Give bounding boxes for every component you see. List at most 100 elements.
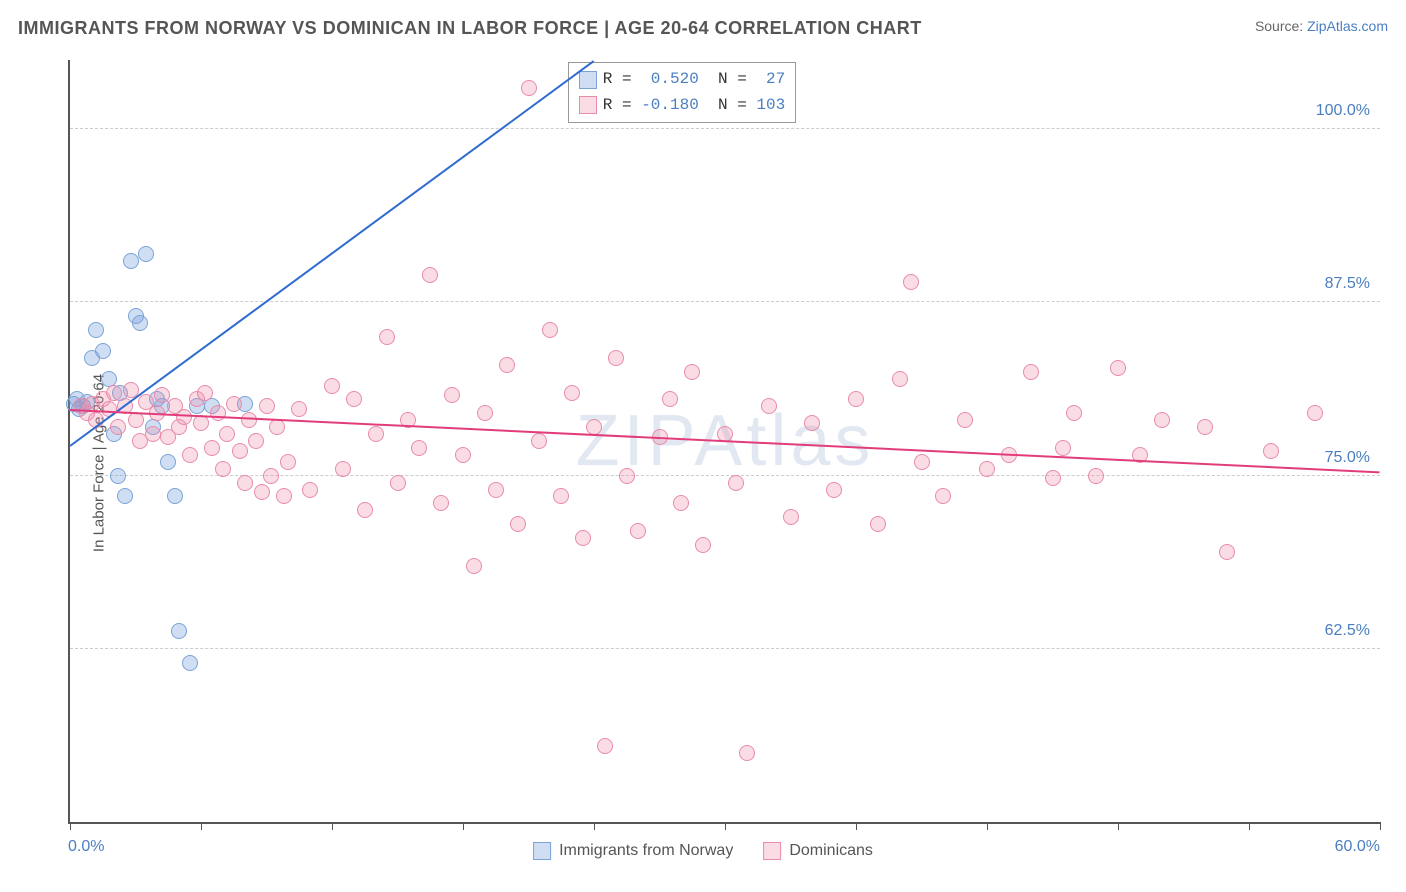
header: IMMIGRANTS FROM NORWAY VS DOMINICAN IN L… bbox=[18, 18, 1388, 39]
scatter-point bbox=[145, 426, 161, 442]
scatter-point bbox=[1055, 440, 1071, 456]
scatter-point bbox=[761, 398, 777, 414]
scatter-point bbox=[379, 329, 395, 345]
scatter-point bbox=[176, 409, 192, 425]
scatter-point bbox=[957, 412, 973, 428]
legend-item: Immigrants from Norway bbox=[533, 842, 733, 860]
legend-label: Dominicans bbox=[789, 842, 873, 860]
scatter-point bbox=[259, 398, 275, 414]
scatter-point bbox=[575, 530, 591, 546]
source-link[interactable]: ZipAtlas.com bbox=[1307, 18, 1388, 34]
scatter-point bbox=[542, 322, 558, 338]
scatter-point bbox=[422, 267, 438, 283]
scatter-point bbox=[870, 516, 886, 532]
scatter-point bbox=[673, 495, 689, 511]
scatter-point bbox=[684, 364, 700, 380]
scatter-point bbox=[1154, 412, 1170, 428]
plot-area: ZIPAtlas R = 0.520 N = 27R = -0.180 N = … bbox=[68, 60, 1380, 824]
scatter-point bbox=[346, 391, 362, 407]
stats-row: R = -0.180 N = 103 bbox=[579, 93, 785, 119]
scatter-point bbox=[390, 475, 406, 491]
x-tick bbox=[332, 822, 333, 830]
gridline-h bbox=[70, 128, 1380, 129]
scatter-point bbox=[553, 488, 569, 504]
scatter-point bbox=[630, 523, 646, 539]
chart-title: IMMIGRANTS FROM NORWAY VS DOMINICAN IN L… bbox=[18, 18, 922, 39]
scatter-point bbox=[444, 387, 460, 403]
scatter-point bbox=[210, 405, 226, 421]
scatter-point bbox=[903, 274, 919, 290]
x-tick bbox=[1249, 822, 1250, 830]
scatter-point bbox=[248, 433, 264, 449]
scatter-point bbox=[276, 488, 292, 504]
scatter-point bbox=[160, 454, 176, 470]
scatter-point bbox=[88, 322, 104, 338]
scatter-point bbox=[167, 488, 183, 504]
scatter-point bbox=[171, 623, 187, 639]
scatter-point bbox=[280, 454, 296, 470]
scatter-point bbox=[237, 475, 253, 491]
scatter-point bbox=[182, 447, 198, 463]
scatter-point bbox=[826, 482, 842, 498]
scatter-point bbox=[219, 426, 235, 442]
scatter-point bbox=[291, 401, 307, 417]
scatter-point bbox=[117, 488, 133, 504]
scatter-point bbox=[106, 385, 122, 401]
legend-bottom: Immigrants from Norway Dominicans bbox=[533, 842, 873, 860]
scatter-point bbox=[892, 371, 908, 387]
trend-line bbox=[70, 409, 1380, 473]
scatter-point bbox=[1110, 360, 1126, 376]
scatter-point bbox=[619, 468, 635, 484]
scatter-point bbox=[95, 343, 111, 359]
legend-label: Immigrants from Norway bbox=[559, 842, 733, 860]
scatter-point bbox=[263, 468, 279, 484]
x-tick bbox=[594, 822, 595, 830]
scatter-point bbox=[324, 378, 340, 394]
scatter-point bbox=[739, 745, 755, 761]
y-tick-label: 87.5% bbox=[1325, 275, 1370, 293]
gridline-h bbox=[70, 648, 1380, 649]
scatter-point bbox=[1023, 364, 1039, 380]
scatter-point bbox=[411, 440, 427, 456]
scatter-point bbox=[110, 419, 126, 435]
scatter-point bbox=[182, 655, 198, 671]
scatter-point bbox=[1088, 468, 1104, 484]
scatter-point bbox=[695, 537, 711, 553]
scatter-point bbox=[1219, 544, 1235, 560]
scatter-point bbox=[608, 350, 624, 366]
scatter-point bbox=[510, 516, 526, 532]
scatter-point bbox=[979, 461, 995, 477]
scatter-point bbox=[1197, 419, 1213, 435]
scatter-point bbox=[110, 468, 126, 484]
scatter-point bbox=[215, 461, 231, 477]
scatter-point bbox=[564, 385, 580, 401]
scatter-point bbox=[488, 482, 504, 498]
scatter-point bbox=[1263, 443, 1279, 459]
scatter-point bbox=[1045, 470, 1061, 486]
x-tick bbox=[70, 822, 71, 830]
scatter-point bbox=[357, 502, 373, 518]
legend-swatch bbox=[763, 842, 781, 860]
stats-swatch bbox=[579, 71, 597, 89]
x-tick bbox=[725, 822, 726, 830]
scatter-point bbox=[433, 495, 449, 511]
scatter-point bbox=[466, 558, 482, 574]
scatter-point bbox=[521, 80, 537, 96]
x-axis-max-label: 60.0% bbox=[1335, 838, 1380, 856]
scatter-point bbox=[128, 412, 144, 428]
scatter-point bbox=[368, 426, 384, 442]
scatter-point bbox=[132, 315, 148, 331]
correlation-stats-box: R = 0.520 N = 27R = -0.180 N = 103 bbox=[568, 62, 796, 123]
scatter-point bbox=[804, 415, 820, 431]
scatter-point bbox=[241, 412, 257, 428]
scatter-point bbox=[914, 454, 930, 470]
source-label: Source: bbox=[1255, 18, 1307, 34]
scatter-point bbox=[1066, 405, 1082, 421]
scatter-point bbox=[597, 738, 613, 754]
y-tick-label: 100.0% bbox=[1316, 102, 1370, 120]
scatter-point bbox=[302, 482, 318, 498]
scatter-point bbox=[226, 396, 242, 412]
y-tick-label: 75.0% bbox=[1325, 449, 1370, 467]
x-tick bbox=[856, 822, 857, 830]
scatter-point bbox=[783, 509, 799, 525]
